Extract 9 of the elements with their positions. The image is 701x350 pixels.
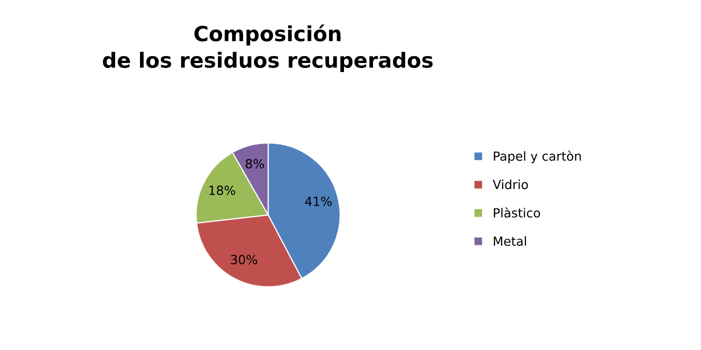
legend-label: Papel y cartòn: [494, 150, 581, 164]
data-label: 41%: [305, 196, 332, 206]
legend-label: Metal: [494, 236, 526, 246]
legend-label: Vidrio: [492, 180, 528, 190]
legend-label: Plàstico: [494, 207, 540, 218]
data-label: 18%: [209, 186, 236, 196]
data-label: 8%: [246, 158, 264, 168]
data-label: 30%: [231, 254, 258, 264]
chart-title: Composición de los residuos recuperados: [102, 24, 433, 72]
